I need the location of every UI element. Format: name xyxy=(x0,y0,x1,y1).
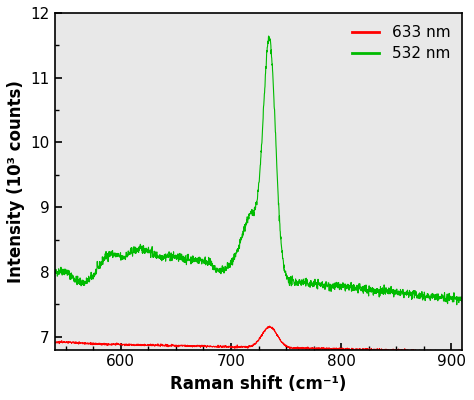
Line: 633 nm: 633 nm xyxy=(55,326,463,353)
532 nm xyxy=(448,296,454,300)
633 nm xyxy=(373,347,379,352)
633 nm xyxy=(460,349,465,354)
532 nm xyxy=(460,299,465,304)
532 nm xyxy=(73,278,78,283)
633 nm xyxy=(250,344,256,348)
532 nm xyxy=(239,234,245,238)
Y-axis label: Intensity (10³ counts): Intensity (10³ counts) xyxy=(7,80,25,283)
532 nm xyxy=(250,208,256,213)
633 nm xyxy=(239,344,245,349)
Legend: 633 nm, 532 nm: 633 nm, 532 nm xyxy=(347,20,455,66)
633 nm xyxy=(267,324,273,328)
633 nm xyxy=(448,349,454,354)
X-axis label: Raman shift (cm⁻¹): Raman shift (cm⁻¹) xyxy=(170,375,347,393)
532 nm xyxy=(266,34,272,38)
633 nm xyxy=(448,348,454,353)
532 nm xyxy=(448,297,454,302)
532 nm xyxy=(52,270,57,274)
633 nm xyxy=(52,340,57,345)
633 nm xyxy=(73,341,78,346)
532 nm xyxy=(454,302,460,307)
Line: 532 nm: 532 nm xyxy=(55,36,463,305)
633 nm xyxy=(459,350,465,355)
532 nm xyxy=(373,288,379,293)
